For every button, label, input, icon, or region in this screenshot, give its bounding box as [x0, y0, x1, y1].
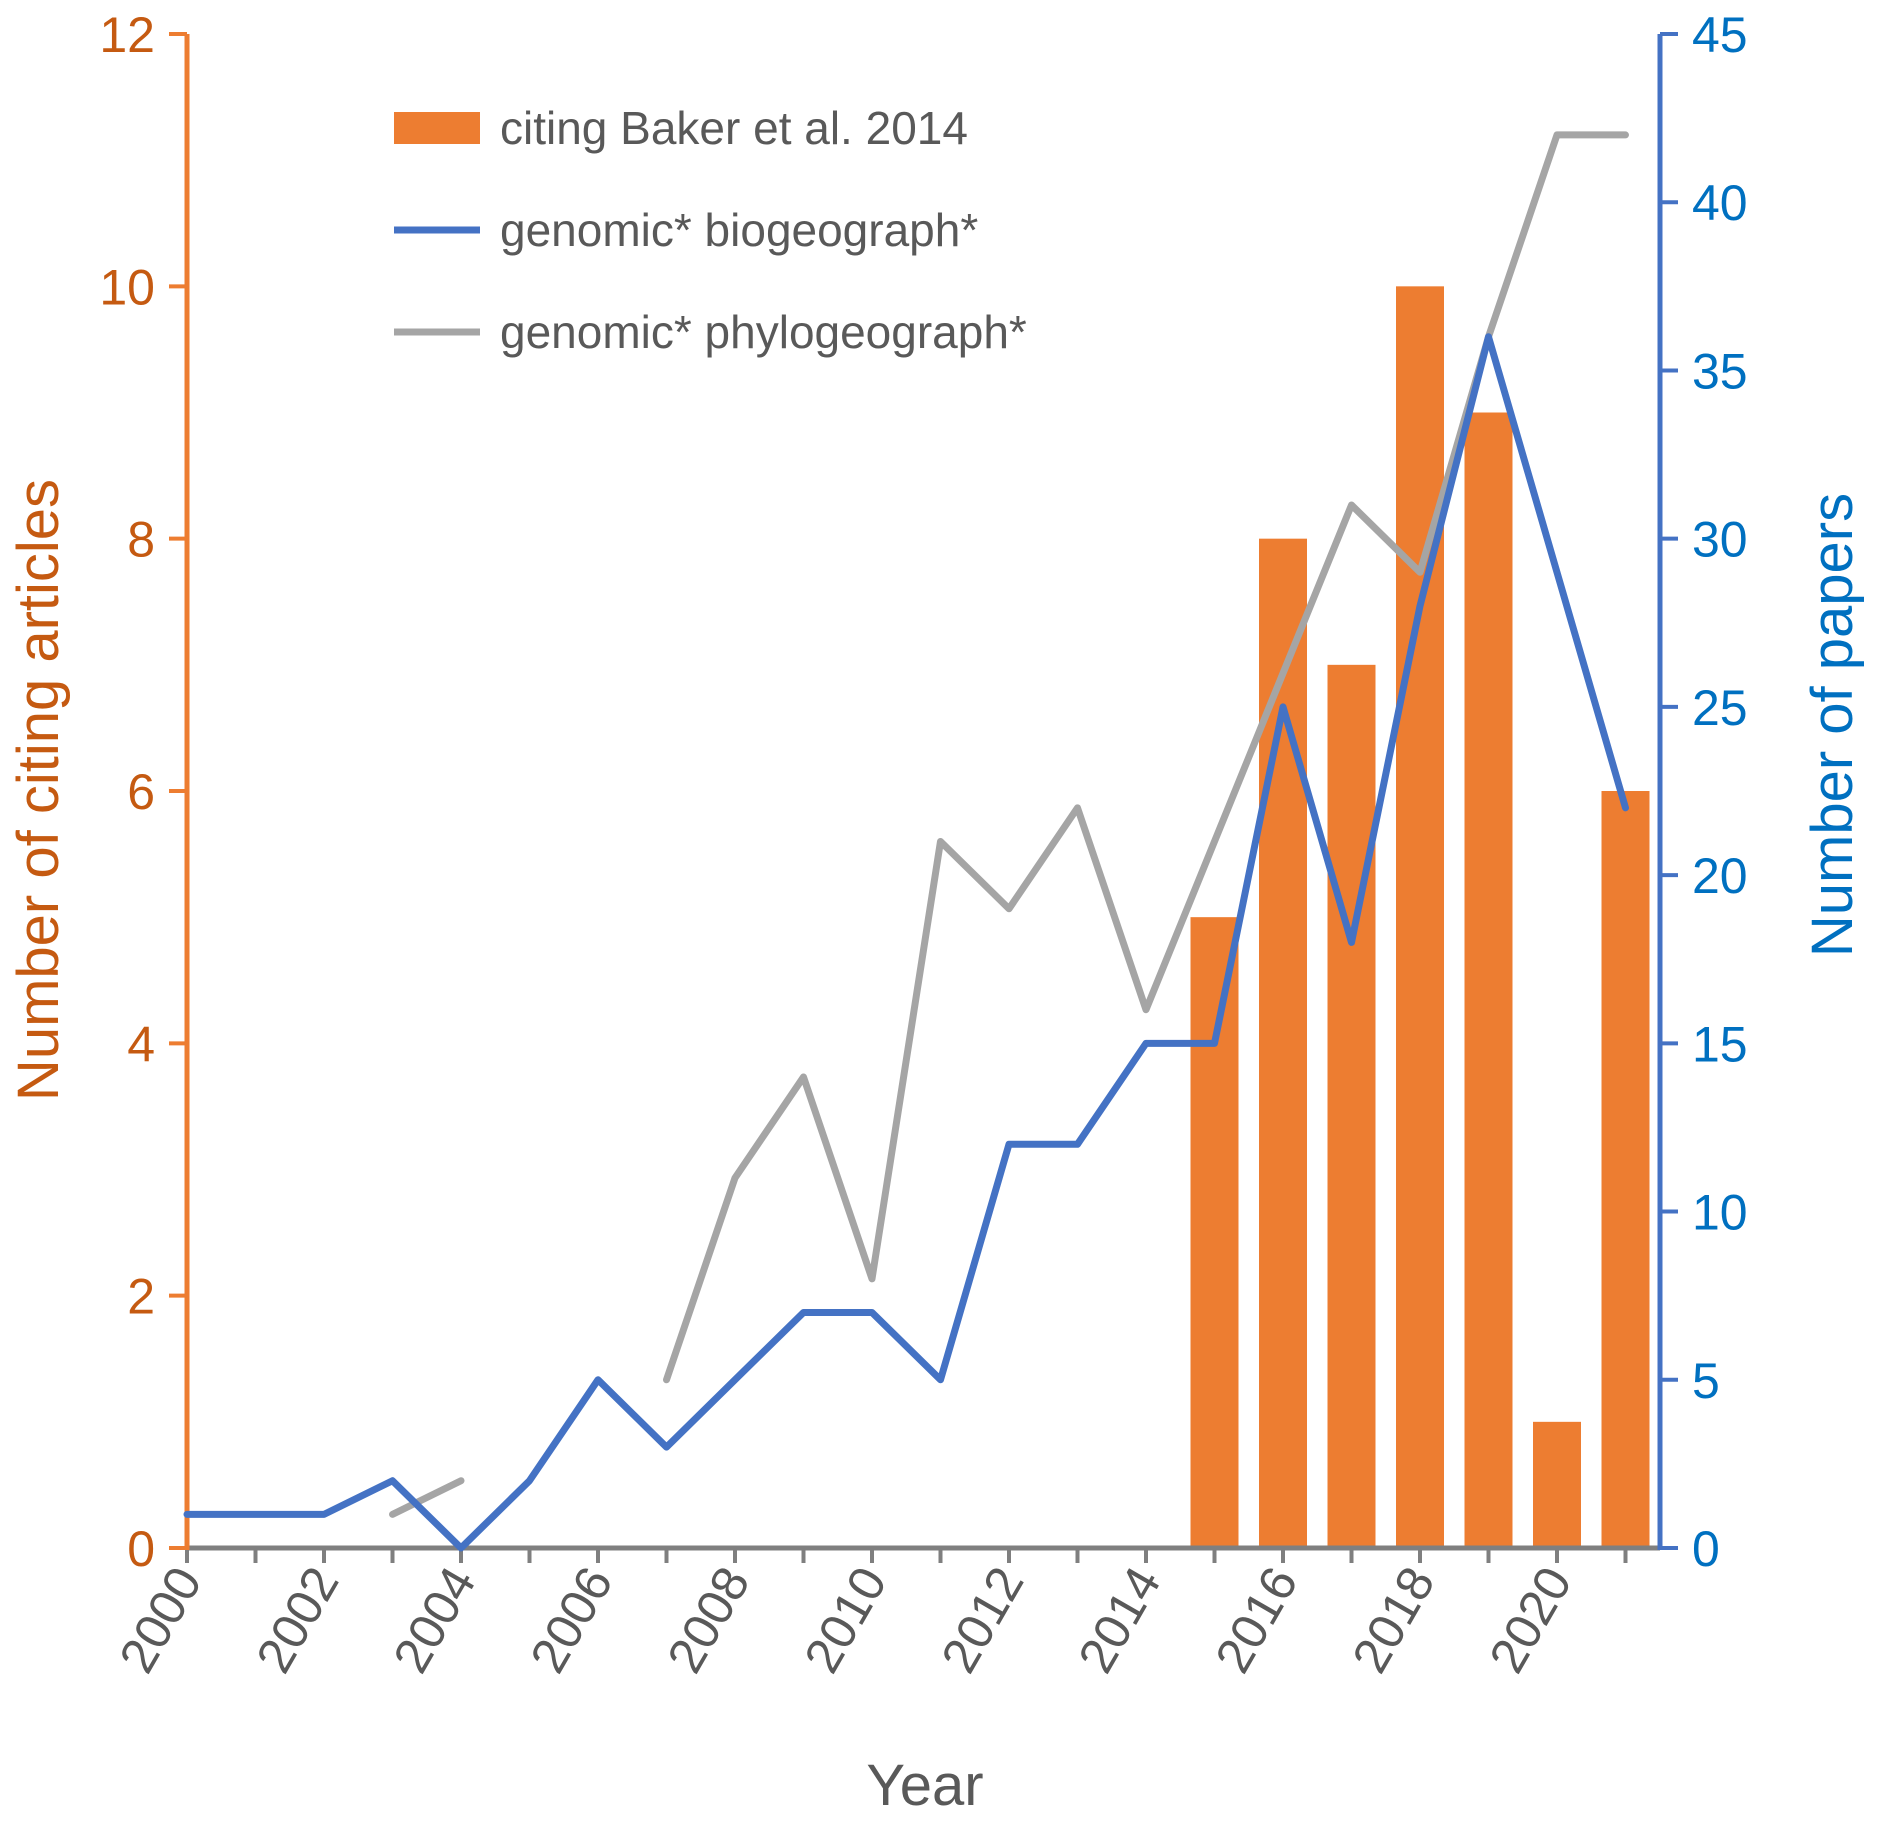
- bar-2015: [1190, 917, 1239, 1548]
- y-left-tick-label: 10: [99, 259, 155, 315]
- y-right-tick-label: 20: [1692, 848, 1748, 904]
- legend-item-biogeograph: genomic* biogeograph*: [394, 204, 978, 256]
- legend-item-citing: citing Baker et al. 2014: [394, 102, 968, 154]
- y-right-tick-label: 45: [1692, 7, 1748, 63]
- legend-label: genomic* phylogeograph*: [500, 306, 1027, 358]
- series-line-phylogeograph-segment-1: [389, 1477, 465, 1518]
- series-line-biogeograph: [183, 333, 1629, 1552]
- y-left-tick-label: 0: [127, 1521, 155, 1577]
- y-left-tick-label: 6: [127, 764, 155, 820]
- x-axis-title: Year: [866, 1753, 983, 1818]
- x-tick-label: 2016: [1204, 1558, 1308, 1682]
- x-tick-label: 2020: [1478, 1558, 1582, 1682]
- y-left-tick-label: 4: [127, 1016, 155, 1072]
- x-tick-label: 2012: [930, 1558, 1034, 1682]
- x-tick-label: 2014: [1067, 1558, 1171, 1682]
- y-right-axis-title: Number of papers: [1800, 493, 1865, 957]
- y-right-tick-label: 30: [1692, 512, 1748, 568]
- y-right-tick-label: 0: [1692, 1521, 1720, 1577]
- bar-2021: [1601, 791, 1650, 1548]
- y-right-tick-label: 5: [1692, 1353, 1720, 1409]
- y-left-tick-label: 12: [99, 7, 155, 63]
- y-right-tick-label: 10: [1692, 1185, 1748, 1241]
- legend-item-phylogeograph: genomic* phylogeograph*: [394, 306, 1027, 358]
- bars-group: [1190, 286, 1650, 1548]
- y-right-tick-label: 35: [1692, 343, 1748, 399]
- right-y-axis: 0 5 10 15 20 25 30 35 40 45: [1657, 7, 1748, 1577]
- x-tick-label: 2018: [1341, 1558, 1445, 1682]
- y-right-tick-label: 40: [1692, 175, 1748, 231]
- legend-swatch: [394, 112, 480, 144]
- x-tick-label: 2004: [382, 1558, 486, 1682]
- bar-2020: [1533, 1421, 1581, 1548]
- bar-2019: [1464, 412, 1513, 1548]
- y-right-tick-label: 15: [1692, 1016, 1748, 1072]
- lines-group: [183, 131, 1629, 1552]
- x-tick-label: 2006: [519, 1558, 623, 1682]
- x-tick-label: 2002: [245, 1558, 349, 1682]
- legend-label: genomic* biogeograph*: [500, 204, 978, 256]
- x-tick-label: 2008: [656, 1558, 760, 1682]
- y-left-tick-label: 8: [127, 512, 155, 568]
- left-y-axis: 0 2 4 6 8 10 12: [99, 7, 190, 1577]
- y-right-tick-label: 25: [1692, 680, 1748, 736]
- legend: citing Baker et al. 2014 genomic* biogeog…: [394, 102, 1027, 358]
- y-left-tick-label: 2: [127, 1269, 155, 1325]
- x-tick-label: 2000: [108, 1558, 212, 1682]
- x-tick-label: 2010: [793, 1558, 897, 1682]
- y-left-axis-title: Number of citing articles: [6, 479, 71, 1101]
- bar-2018: [1396, 286, 1444, 1548]
- bar-2017: [1327, 664, 1376, 1548]
- legend-label: citing Baker et al. 2014: [500, 102, 968, 154]
- bar-2016: [1259, 538, 1307, 1548]
- x-axis: 2000 2002 2004 2006 2008 2010 2012 2014 2016 2018…: [108, 1545, 1660, 1682]
